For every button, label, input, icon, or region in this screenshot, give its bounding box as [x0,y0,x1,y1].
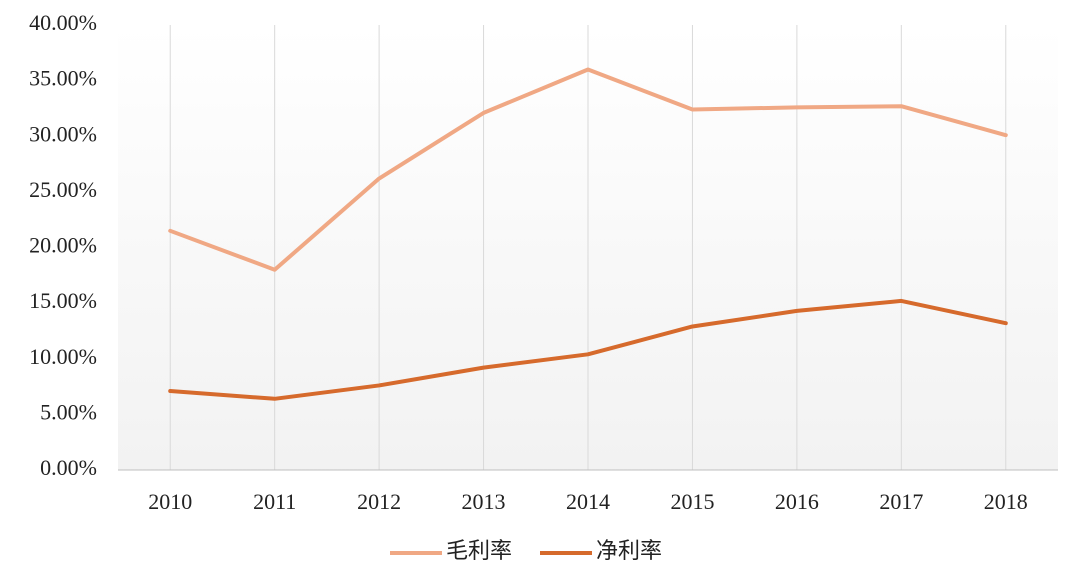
x-tick-label: 2012 [357,489,401,514]
y-tick-label: 40.00% [29,10,97,35]
y-tick-label: 15.00% [29,288,97,313]
y-tick-label: 30.00% [29,121,97,146]
x-tick-label: 2014 [566,489,610,514]
y-tick-label: 20.00% [29,233,97,258]
x-tick-label: 2015 [670,489,714,514]
y-tick-label: 0.00% [40,455,97,480]
x-tick-label: 2011 [253,489,296,514]
legend-label: 毛利率 [446,538,512,563]
series-line [168,298,1008,401]
x-tick-label: 2018 [984,489,1028,514]
series-line [168,67,1008,272]
y-tick-label: 25.00% [29,177,97,202]
x-tick-label: 2017 [879,489,923,514]
y-tick-label: 5.00% [40,399,97,424]
x-tick-label: 2016 [775,489,819,514]
legend-label: 净利率 [596,538,662,563]
y-tick-label: 10.00% [29,344,97,369]
x-tick-label: 2013 [462,489,506,514]
y-tick-label: 35.00% [29,66,97,91]
x-tick-label: 2010 [148,489,192,514]
